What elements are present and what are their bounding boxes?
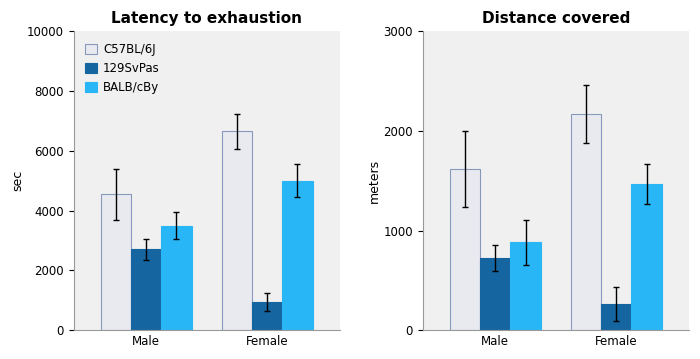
Bar — [480, 258, 510, 330]
Bar — [631, 184, 661, 330]
Bar — [161, 225, 192, 330]
Legend: C57BL/6J, 129SvPas, BALB/cBy: C57BL/6J, 129SvPas, BALB/cBy — [80, 37, 166, 100]
Bar — [131, 250, 161, 330]
Bar — [222, 131, 252, 330]
Y-axis label: meters: meters — [368, 159, 381, 203]
Bar — [510, 242, 540, 330]
Bar — [571, 114, 601, 330]
Bar — [282, 181, 313, 330]
Bar — [252, 302, 282, 330]
Title: Distance covered: Distance covered — [482, 11, 630, 26]
Bar — [101, 194, 131, 330]
Bar — [450, 169, 480, 330]
Title: Latency to exhaustion: Latency to exhaustion — [111, 11, 302, 26]
Y-axis label: sec: sec — [11, 170, 24, 191]
Bar — [601, 304, 631, 330]
